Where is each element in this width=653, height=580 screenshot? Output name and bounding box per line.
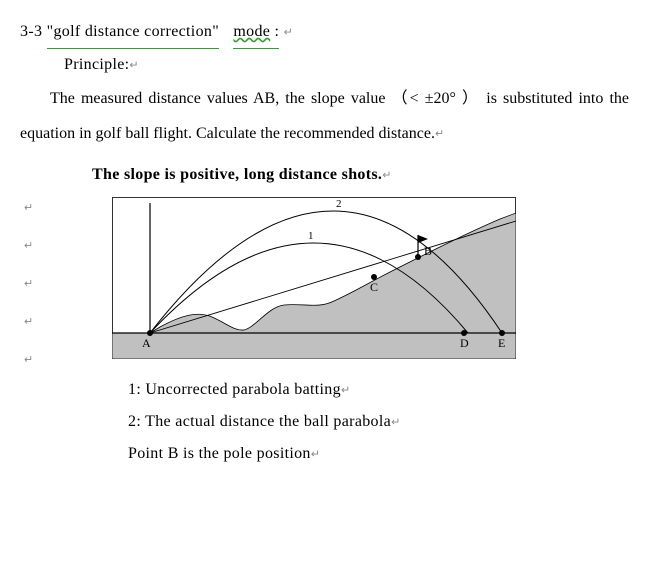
return-icon: ↵	[24, 239, 33, 252]
legend-line-1: 1: Uncorrected parabola batting↵	[20, 374, 629, 406]
svg-text:A: A	[142, 336, 151, 350]
return-icon: ↵	[341, 385, 351, 397]
svg-text:1: 1	[308, 230, 314, 242]
sub-heading-line: The slope is positive, long distance sho…	[20, 159, 629, 191]
principle-label-line: Principle:↵	[20, 49, 629, 81]
body-paragraph: The measured distance values AB, the slo…	[20, 81, 629, 151]
legend-line-2: 2: The actual distance the ball parabola…	[20, 406, 629, 438]
legend-line-3: Point B is the pole position↵	[20, 438, 629, 470]
legend-1-text: 1: Uncorrected parabola batting	[128, 381, 341, 398]
heading-mode: mode :	[233, 16, 279, 49]
return-icon: ↵	[129, 59, 139, 71]
figure-row: ↵ ↵ ↵ ↵ ↵ 1 2 A B C D E	[20, 197, 629, 364]
heading-mode-text: mode	[233, 23, 270, 40]
return-icon: ↵	[311, 449, 321, 461]
body-text: The measured distance values AB, the slo…	[20, 90, 629, 142]
svg-text:E: E	[498, 336, 505, 350]
svg-text:B: B	[424, 244, 432, 258]
svg-text:D: D	[460, 336, 469, 350]
return-icon: ↵	[391, 417, 401, 429]
return-icon: ↵	[435, 128, 444, 140]
sub-heading: The slope is positive, long distance sho…	[92, 166, 382, 183]
svg-text:C: C	[370, 280, 378, 294]
svg-text:2: 2	[336, 198, 342, 210]
section-heading: 3-3 "golf distance correction" mode : ↵	[20, 16, 629, 49]
return-icon: ↵	[24, 277, 33, 290]
legend-3-text: Point B is the pole position	[128, 445, 311, 462]
return-icon: ↵	[284, 26, 294, 38]
return-icon: ↵	[382, 170, 392, 182]
legend-2-text: 2: The actual distance the ball parabola	[128, 413, 391, 430]
return-icon: ↵	[24, 201, 33, 214]
return-icon: ↵	[24, 315, 33, 328]
heading-quoted: "golf distance correction"	[47, 16, 219, 49]
return-icon: ↵	[24, 353, 33, 366]
golf-trajectory-diagram: 1 2 A B C D E	[112, 197, 516, 359]
principle-label: Principle:	[64, 56, 129, 73]
heading-num: 3-3	[20, 23, 42, 40]
